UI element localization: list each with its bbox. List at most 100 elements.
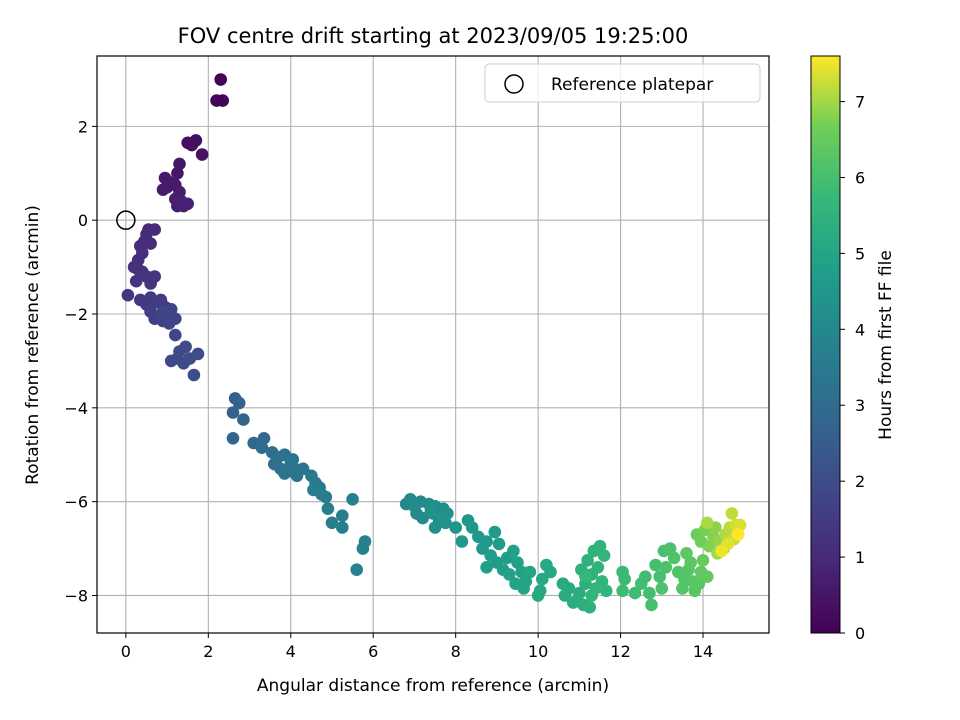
colorbar-ticks: 0 1 2 3 4 5 6 7 (840, 93, 865, 643)
data-point (715, 544, 728, 558)
legend: Reference platepar (484, 63, 761, 103)
legend-marker-icon (504, 74, 524, 94)
data-point (583, 600, 596, 614)
data-point (540, 558, 553, 572)
data-point (255, 441, 269, 455)
data-point (593, 539, 607, 553)
data-point (733, 518, 747, 532)
data-point (581, 554, 594, 567)
data-point (725, 507, 739, 520)
data-point (503, 568, 516, 581)
data-point (187, 368, 201, 382)
data-point (296, 462, 310, 476)
y-axis-label: Rotation from reference (arcmin) (23, 205, 43, 485)
x-tick-label: 12 (610, 642, 630, 661)
colorbar-tick-label: 0 (855, 624, 865, 643)
data-point (325, 516, 339, 530)
data-point (597, 549, 611, 562)
data-point (237, 413, 250, 426)
data-point (659, 561, 673, 574)
chart-title: FOV centre drift starting at 2023/09/05 … (178, 24, 689, 48)
data-point (599, 584, 613, 598)
y-tick-label: 2 (78, 117, 88, 136)
data-point (346, 493, 359, 506)
data-point (618, 572, 631, 586)
y-tick-label: −4 (64, 399, 88, 418)
data-point (350, 563, 364, 576)
data-point (336, 509, 349, 522)
data-point (628, 586, 642, 600)
legend-box (484, 63, 761, 103)
x-tick-label: 14 (693, 642, 713, 661)
data-point (465, 521, 479, 534)
data-point (579, 570, 592, 583)
data-point (680, 547, 693, 560)
data-point (226, 432, 240, 445)
data-point (356, 542, 370, 555)
y-tick-label: −2 (64, 305, 88, 324)
data-point (424, 504, 438, 518)
x-tick-label: 4 (286, 642, 296, 661)
y-tick-label: 0 (78, 211, 88, 230)
reference-platepar-marker (116, 210, 136, 230)
data-point (488, 525, 502, 539)
data-point (129, 274, 143, 288)
data-point (216, 94, 229, 107)
data-point (171, 167, 184, 180)
data-point (144, 237, 157, 250)
y-tick-label: −6 (64, 493, 88, 512)
data-point (645, 598, 658, 612)
grid-lines (97, 56, 769, 633)
data-point (702, 539, 716, 553)
data-point (639, 570, 652, 583)
data-point (173, 157, 186, 171)
data-point (319, 490, 333, 504)
x-tick-label: 6 (368, 642, 378, 661)
data-point (558, 589, 572, 602)
scatter-points (121, 73, 747, 614)
data-point (148, 270, 161, 283)
colorbar-tick-label: 5 (855, 244, 865, 263)
data-point (676, 582, 689, 595)
colorbar-label: Hours from first FF file (876, 250, 896, 440)
data-point (434, 511, 448, 525)
colorbar-tick-label: 7 (855, 93, 865, 112)
data-point (321, 502, 335, 515)
data-point (226, 406, 240, 419)
x-tick-label: 10 (528, 642, 548, 661)
colorbar-tick-label: 1 (855, 548, 865, 567)
data-point (517, 582, 530, 595)
data-point (214, 73, 227, 86)
data-point (531, 589, 545, 602)
data-point (591, 561, 605, 574)
data-point (585, 589, 598, 602)
legend-entry-label: Reference platepar (551, 75, 713, 95)
plot-frame (96, 55, 770, 634)
x-tick-label: 0 (121, 642, 131, 661)
data-point (649, 558, 662, 572)
data-point (156, 305, 170, 319)
data-point (175, 195, 188, 208)
data-point (571, 593, 584, 607)
data-point (616, 584, 629, 598)
data-point (700, 570, 714, 583)
colorbar: 0 1 2 3 4 5 6 7 Hours from first FF file (810, 55, 896, 643)
data-point (692, 577, 706, 590)
data-point (731, 528, 745, 541)
data-point (169, 328, 182, 342)
colorbar-tick-label: 3 (855, 396, 865, 415)
data-point (653, 570, 666, 583)
data-point (696, 554, 710, 567)
data-point (700, 516, 714, 530)
data-point (307, 483, 320, 497)
data-point (480, 561, 493, 574)
data-point (449, 521, 463, 534)
data-point (667, 551, 681, 565)
data-point (507, 544, 520, 558)
data-point (655, 582, 669, 595)
data-point (492, 537, 506, 551)
colorbar-tick-label: 6 (855, 168, 865, 187)
x-tick-label: 2 (203, 642, 213, 661)
data-point (195, 148, 209, 161)
data-point (156, 183, 170, 196)
